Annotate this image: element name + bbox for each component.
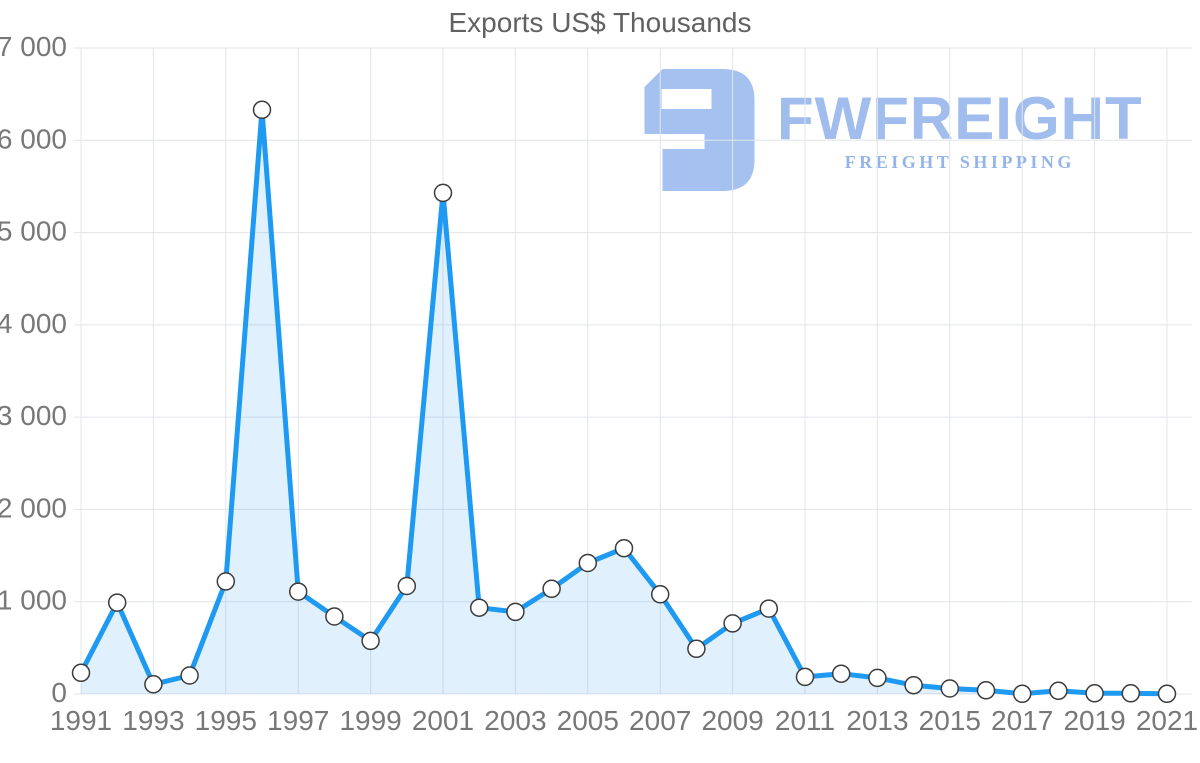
watermark-text: FWFREIGHT FREIGHT SHIPPING xyxy=(777,84,1143,173)
data-point xyxy=(361,631,380,651)
data-point xyxy=(506,602,525,622)
data-point xyxy=(723,614,742,633)
y-axis-labels: 0 1 000 2 000 3 000 4 000 5 000 6 000 7 000 xyxy=(0,31,67,708)
y-tick-label: 6 000 xyxy=(0,123,67,154)
x-tick-label: 2017 xyxy=(991,705,1053,736)
data-point xyxy=(868,668,887,688)
data-point xyxy=(433,183,453,203)
data-point xyxy=(614,538,634,558)
x-tick-label: 1995 xyxy=(195,705,257,736)
data-point xyxy=(1049,681,1068,701)
x-tick-label: 1997 xyxy=(267,705,329,736)
data-point xyxy=(759,599,779,618)
data-point xyxy=(904,675,923,695)
y-tick-label: 0 xyxy=(51,677,67,708)
x-tick-label: 2001 xyxy=(412,705,474,736)
y-tick-label: 7 000 xyxy=(0,31,67,62)
x-tick-label: 2015 xyxy=(919,705,981,736)
y-gridlines xyxy=(74,47,1192,695)
x-tick-label: 1991 xyxy=(50,705,112,736)
x-tick-label: 2009 xyxy=(701,705,763,736)
x-tick-label: 2021 xyxy=(1136,705,1198,736)
data-point xyxy=(940,679,960,698)
data-point xyxy=(325,607,344,626)
data-point xyxy=(542,579,561,599)
watermark-brand: FWFREIGHT xyxy=(777,84,1143,152)
data-point xyxy=(252,100,272,120)
data-point xyxy=(144,675,163,694)
x-axis-labels: 1991 1993 1995 1997 1999 2001 2003 2005 2007 2009… xyxy=(50,705,1198,736)
x-tick-label: 2011 xyxy=(775,705,835,736)
data-point xyxy=(180,666,199,685)
data-point xyxy=(578,553,598,573)
data-point xyxy=(1085,684,1104,703)
area-fill xyxy=(81,109,1167,695)
x-tick-label: 2003 xyxy=(484,705,546,736)
y-tick-label: 2 000 xyxy=(0,492,67,523)
fwfreight-logo-icon xyxy=(644,69,755,191)
watermark: FWFREIGHT FREIGHT SHIPPING xyxy=(644,68,1143,192)
data-point xyxy=(71,663,91,683)
watermark-tagline: FREIGHT SHIPPING xyxy=(844,151,1075,172)
x-tick-label: 2019 xyxy=(1063,705,1125,736)
y-tick-label: 1 000 xyxy=(0,585,67,616)
data-point xyxy=(795,667,815,687)
x-tick-label: 2005 xyxy=(557,705,619,736)
data-point xyxy=(1121,684,1141,703)
x-tick-label: 2013 xyxy=(846,705,908,736)
data-point xyxy=(650,585,670,604)
data-point xyxy=(216,572,236,591)
data-point xyxy=(1157,684,1177,704)
y-tick-label: 4 000 xyxy=(0,308,67,339)
data-point xyxy=(687,639,706,659)
y-tick-label: 5 000 xyxy=(0,216,67,247)
data-point xyxy=(976,681,996,700)
data-point xyxy=(469,598,489,617)
data-point xyxy=(107,593,127,612)
data-point xyxy=(831,664,851,683)
data-point xyxy=(397,576,417,596)
x-tick-label: 1993 xyxy=(122,705,184,736)
y-tick-label: 3 000 xyxy=(0,400,67,431)
chart-title: Exports US$ Thousands xyxy=(448,7,752,38)
data-points xyxy=(71,100,1177,704)
x-tick-label: 2007 xyxy=(629,705,691,736)
data-point xyxy=(1012,684,1032,704)
x-tick-label: 1999 xyxy=(339,705,401,736)
data-point xyxy=(288,582,308,601)
